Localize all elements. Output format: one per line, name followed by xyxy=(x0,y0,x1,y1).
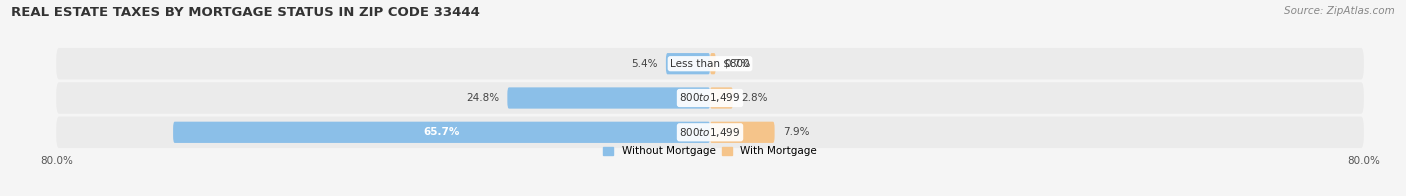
FancyBboxPatch shape xyxy=(710,122,775,143)
Text: $800 to $1,499: $800 to $1,499 xyxy=(679,126,741,139)
Legend: Without Mortgage, With Mortgage: Without Mortgage, With Mortgage xyxy=(603,146,817,156)
Text: REAL ESTATE TAXES BY MORTGAGE STATUS IN ZIP CODE 33444: REAL ESTATE TAXES BY MORTGAGE STATUS IN … xyxy=(11,6,479,19)
FancyBboxPatch shape xyxy=(173,122,710,143)
FancyBboxPatch shape xyxy=(56,116,1364,148)
FancyBboxPatch shape xyxy=(666,53,710,74)
Text: Source: ZipAtlas.com: Source: ZipAtlas.com xyxy=(1284,6,1395,16)
FancyBboxPatch shape xyxy=(508,87,710,109)
Text: Less than $800: Less than $800 xyxy=(671,59,749,69)
FancyBboxPatch shape xyxy=(710,87,733,109)
Text: $800 to $1,499: $800 to $1,499 xyxy=(679,92,741,104)
FancyBboxPatch shape xyxy=(56,48,1364,80)
FancyBboxPatch shape xyxy=(56,82,1364,114)
Text: 7.9%: 7.9% xyxy=(783,127,810,137)
Text: 2.8%: 2.8% xyxy=(741,93,768,103)
Text: 24.8%: 24.8% xyxy=(465,93,499,103)
FancyBboxPatch shape xyxy=(710,53,716,74)
Text: 65.7%: 65.7% xyxy=(423,127,460,137)
Text: 0.7%: 0.7% xyxy=(724,59,751,69)
Text: 5.4%: 5.4% xyxy=(631,59,658,69)
